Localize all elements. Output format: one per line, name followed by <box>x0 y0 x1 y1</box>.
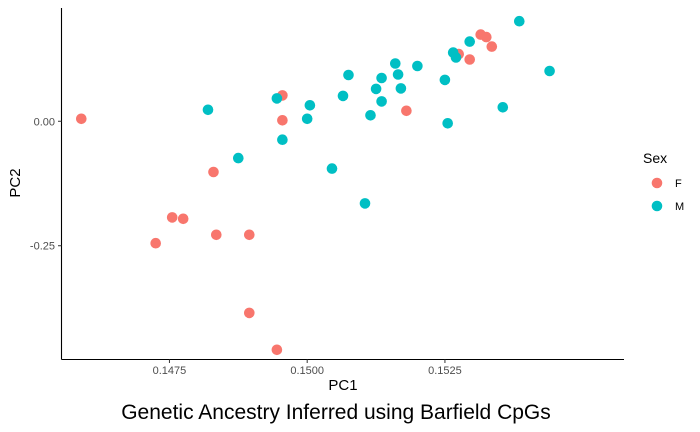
point-f-3 <box>208 166 219 178</box>
point-m-11 <box>370 83 382 95</box>
y-tick-label: 0.00 <box>34 116 55 128</box>
point-m-2 <box>271 93 283 104</box>
ticks-layer: 0.1475 0.1500 0.1525 0.00 -0.25 <box>30 116 462 377</box>
legend: Sex FM <box>643 150 684 213</box>
x-tick-label: 0.1500 <box>290 365 324 377</box>
point-m-4 <box>301 113 313 125</box>
legend-key-m <box>651 200 663 212</box>
point-m-6 <box>326 163 338 174</box>
point-f-9 <box>244 307 255 319</box>
legend-title: Sex <box>643 150 667 166</box>
x-tick-label: 0.1475 <box>153 365 187 377</box>
point-m-14 <box>390 58 401 69</box>
y-axis-title: PC2 <box>7 168 24 197</box>
point-m-9 <box>359 198 371 209</box>
x-tick-label: 0.1525 <box>428 365 462 377</box>
point-f-0 <box>76 113 87 125</box>
legend-label-m: M <box>675 201 684 213</box>
point-m-21 <box>450 52 462 63</box>
point-f-16 <box>486 41 498 52</box>
point-f-2 <box>277 115 288 126</box>
legend-label-f: F <box>675 178 682 190</box>
point-m-8 <box>343 69 354 81</box>
point-m-24 <box>514 15 525 27</box>
point-m-23 <box>497 102 509 113</box>
point-m-5 <box>304 100 316 111</box>
point-f-10 <box>271 344 283 356</box>
chart-title: Genetic Ancestry Inferred using Barfield… <box>121 401 551 424</box>
point-m-22 <box>464 36 476 47</box>
point-f-8 <box>244 229 255 241</box>
point-m-1 <box>233 152 244 164</box>
point-f-7 <box>211 229 222 241</box>
point-m-0 <box>202 104 214 116</box>
point-m-3 <box>277 134 288 145</box>
legend-key-f <box>651 177 663 189</box>
point-f-6 <box>150 237 161 249</box>
point-f-13 <box>464 54 476 65</box>
point-m-10 <box>365 110 376 121</box>
point-m-13 <box>376 96 387 107</box>
point-m-15 <box>392 69 404 80</box>
point-f-5 <box>177 213 189 225</box>
x-axis-title: PC1 <box>328 377 357 394</box>
point-m-12 <box>376 72 387 84</box>
point-f-11 <box>401 105 412 117</box>
point-m-19 <box>442 118 454 129</box>
point-m-17 <box>412 60 423 72</box>
y-tick-label: -0.25 <box>30 241 55 253</box>
point-f-4 <box>166 212 178 223</box>
point-m-16 <box>395 83 407 94</box>
point-m-7 <box>337 90 349 102</box>
point-m-18 <box>439 74 451 86</box>
point-m-25 <box>544 65 555 77</box>
point-f-15 <box>481 31 492 43</box>
points-layer <box>76 15 555 356</box>
